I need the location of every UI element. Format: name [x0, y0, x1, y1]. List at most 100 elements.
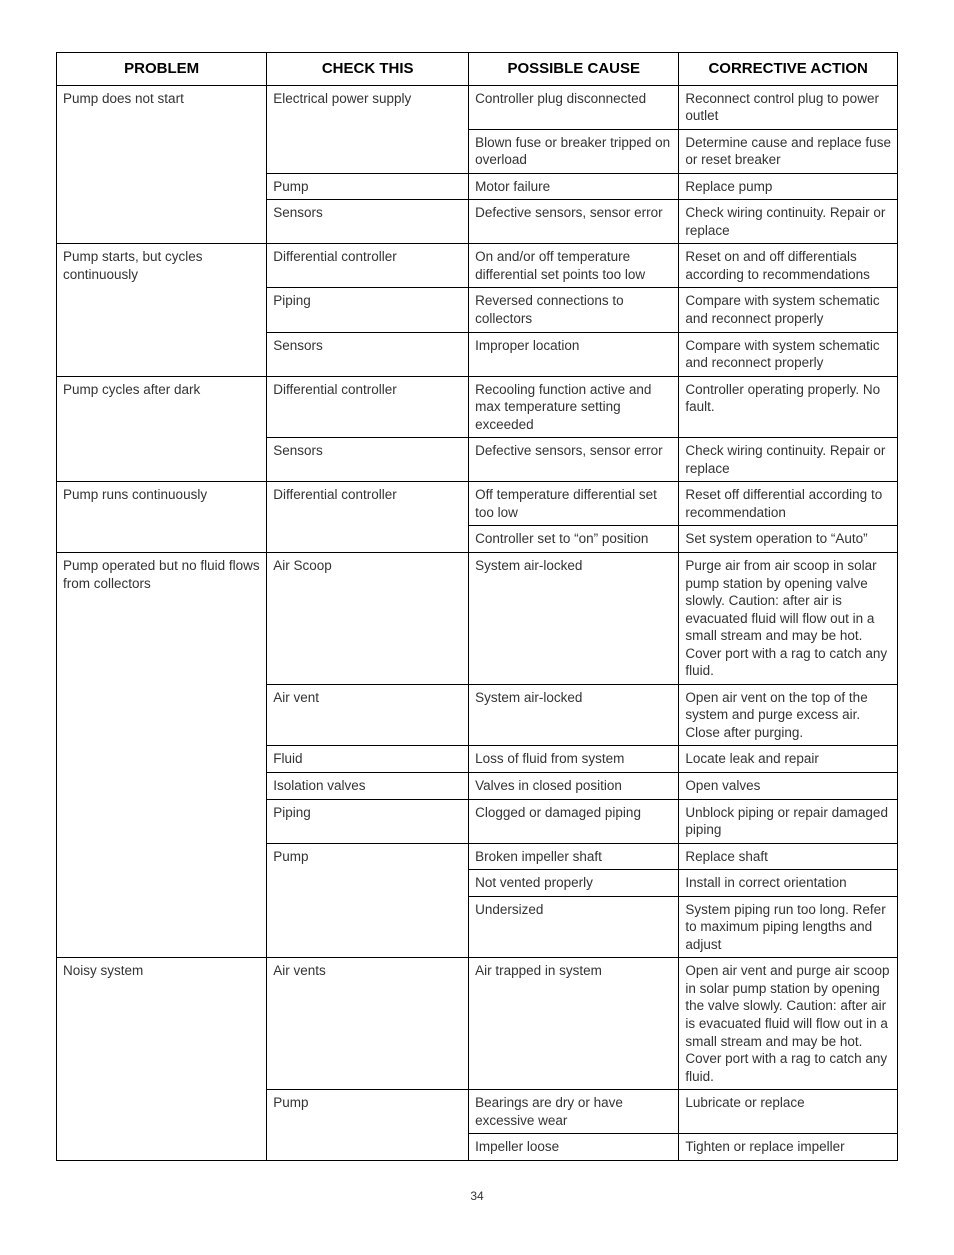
table-row: FluidLoss of fluid from systemLocate lea…	[57, 746, 898, 773]
cell-check: Sensors	[267, 438, 469, 482]
cell-problem	[57, 1134, 267, 1161]
cell-check: Pump	[267, 843, 469, 870]
cell-action: Open air vent and purge air scoop in sol…	[679, 958, 898, 1090]
table-body: Pump does not startElectrical power supp…	[57, 85, 898, 1160]
cell-action: Lubricate or replace	[679, 1090, 898, 1134]
cell-problem: Noisy system	[57, 958, 267, 1090]
table-row: Controller set to “on” positionSet syste…	[57, 526, 898, 553]
cell-check: Sensors	[267, 200, 469, 244]
cell-cause: Not vented properly	[469, 870, 679, 897]
table-row: PumpMotor failureReplace pump	[57, 173, 898, 200]
cell-cause: Broken impeller shaft	[469, 843, 679, 870]
cell-action: Replace shaft	[679, 843, 898, 870]
cell-check: Differential controller	[267, 376, 469, 438]
cell-cause: System air-locked	[469, 684, 679, 746]
table-row: PipingReversed connections to collectors…	[57, 288, 898, 332]
cell-problem: Pump cycles after dark	[57, 376, 267, 438]
cell-cause: Valves in closed position	[469, 773, 679, 800]
cell-cause: Controller plug disconnected	[469, 85, 679, 129]
cell-problem	[57, 526, 267, 553]
header-action: CORRECTIVE ACTION	[679, 53, 898, 86]
cell-action: Compare with system schematic and reconn…	[679, 332, 898, 376]
cell-check: Piping	[267, 288, 469, 332]
cell-check: Differential controller	[267, 244, 469, 288]
cell-cause: Improper location	[469, 332, 679, 376]
cell-problem	[57, 746, 267, 773]
cell-action: Reconnect control plug to power outlet	[679, 85, 898, 129]
table-row: PipingClogged or damaged pipingUnblock p…	[57, 799, 898, 843]
table-header-row: PROBLEM CHECK THIS POSSIBLE CAUSE CORREC…	[57, 53, 898, 86]
cell-cause: Air trapped in system	[469, 958, 679, 1090]
cell-action: Check wiring continuity. Repair or repla…	[679, 200, 898, 244]
table-row: Air ventSystem air-lockedOpen air vent o…	[57, 684, 898, 746]
cell-check	[267, 526, 469, 553]
cell-check: Sensors	[267, 332, 469, 376]
table-row: Pump starts, but cycles continuouslyDiff…	[57, 244, 898, 288]
cell-problem	[57, 288, 267, 332]
cell-cause: Defective sensors, sensor error	[469, 438, 679, 482]
header-cause: POSSIBLE CAUSE	[469, 53, 679, 86]
cell-problem: Pump does not start	[57, 85, 267, 129]
cell-action: Compare with system schematic and reconn…	[679, 288, 898, 332]
table-row: PumpBroken impeller shaftReplace shaft	[57, 843, 898, 870]
cell-problem: Pump operated but no fluid flows from co…	[57, 552, 267, 684]
cell-action: Tighten or replace impeller	[679, 1134, 898, 1161]
cell-cause: On and/or off temperature differential s…	[469, 244, 679, 288]
cell-problem	[57, 684, 267, 746]
table-row: Not vented properlyInstall in correct or…	[57, 870, 898, 897]
cell-problem	[57, 438, 267, 482]
cell-check	[267, 896, 469, 958]
table-row: Noisy systemAir ventsAir trapped in syst…	[57, 958, 898, 1090]
cell-problem	[57, 870, 267, 897]
cell-problem	[57, 200, 267, 244]
cell-problem	[57, 843, 267, 870]
table-row: PumpBearings are dry or have excessive w…	[57, 1090, 898, 1134]
cell-cause: Blown fuse or breaker tripped on overloa…	[469, 129, 679, 173]
cell-action: Purge air from air scoop in solar pump s…	[679, 552, 898, 684]
cell-check: Pump	[267, 1090, 469, 1134]
cell-action: Set system operation to “Auto”	[679, 526, 898, 553]
cell-check: Piping	[267, 799, 469, 843]
cell-cause: Defective sensors, sensor error	[469, 200, 679, 244]
table-row: SensorsDefective sensors, sensor errorCh…	[57, 438, 898, 482]
cell-cause: System air-locked	[469, 552, 679, 684]
table-row: Impeller looseTighten or replace impelle…	[57, 1134, 898, 1161]
cell-check: Air vent	[267, 684, 469, 746]
cell-cause: Undersized	[469, 896, 679, 958]
cell-problem	[57, 173, 267, 200]
cell-action: Unblock piping or repair damaged piping	[679, 799, 898, 843]
cell-problem	[57, 332, 267, 376]
header-problem: PROBLEM	[57, 53, 267, 86]
cell-check: Electrical power supply	[267, 85, 469, 129]
table-row: Pump does not startElectrical power supp…	[57, 85, 898, 129]
cell-check: Fluid	[267, 746, 469, 773]
cell-problem	[57, 773, 267, 800]
cell-action: Reset off differential according to reco…	[679, 482, 898, 526]
cell-cause: Clogged or damaged piping	[469, 799, 679, 843]
cell-cause: Reversed connections to collectors	[469, 288, 679, 332]
troubleshooting-table: PROBLEM CHECK THIS POSSIBLE CAUSE CORREC…	[56, 52, 898, 1161]
cell-check: Differential controller	[267, 482, 469, 526]
cell-problem	[57, 1090, 267, 1134]
cell-problem	[57, 129, 267, 173]
cell-action: Determine cause and replace fuse or rese…	[679, 129, 898, 173]
cell-action: Replace pump	[679, 173, 898, 200]
table-row: Pump operated but no fluid flows from co…	[57, 552, 898, 684]
cell-cause: Impeller loose	[469, 1134, 679, 1161]
cell-cause: Recooling function active and max temper…	[469, 376, 679, 438]
table-row: Pump runs continuouslyDifferential contr…	[57, 482, 898, 526]
cell-action: Locate leak and repair	[679, 746, 898, 773]
cell-action: Reset on and off differentials according…	[679, 244, 898, 288]
cell-action: Open valves	[679, 773, 898, 800]
cell-check: Isolation valves	[267, 773, 469, 800]
cell-cause: Bearings are dry or have excessive wear	[469, 1090, 679, 1134]
cell-cause: Off temperature differential set too low	[469, 482, 679, 526]
cell-check	[267, 870, 469, 897]
table-row: SensorsImproper locationCompare with sys…	[57, 332, 898, 376]
table-row: Isolation valvesValves in closed positio…	[57, 773, 898, 800]
cell-check	[267, 1134, 469, 1161]
table-row: Pump cycles after darkDifferential contr…	[57, 376, 898, 438]
cell-problem: Pump runs continuously	[57, 482, 267, 526]
table-row: Blown fuse or breaker tripped on overloa…	[57, 129, 898, 173]
cell-problem	[57, 799, 267, 843]
